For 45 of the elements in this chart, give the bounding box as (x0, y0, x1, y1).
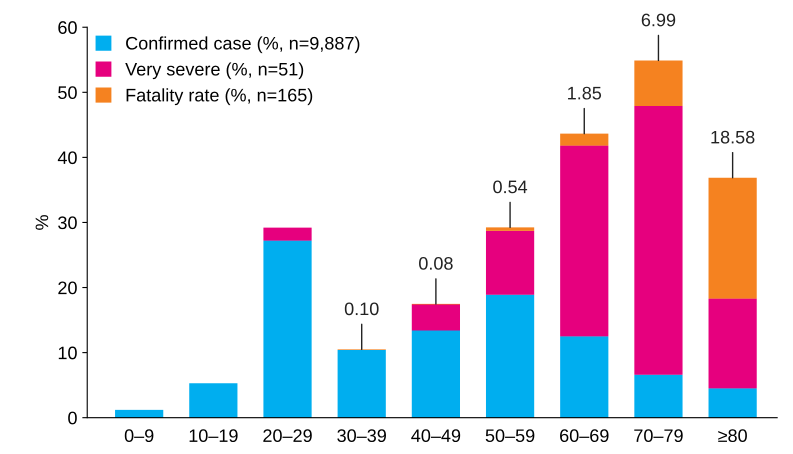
bar (486, 227, 534, 231)
legend-label: Very severe (%, n=51) (125, 62, 304, 80)
bar (634, 106, 683, 375)
x-tick-label: ≥80 (718, 429, 747, 442)
bar (486, 230, 534, 295)
bar (634, 60, 683, 106)
x-tick-label: 0–9 (124, 429, 154, 442)
bar (338, 350, 386, 418)
bar (263, 240, 312, 418)
data-label: 0.54 (493, 180, 528, 194)
bar (708, 388, 757, 418)
bar (560, 336, 608, 418)
bar (708, 178, 757, 299)
bar (708, 298, 757, 388)
legend-label: Confirmed case (%, n=9,887) (126, 36, 360, 54)
bar (412, 330, 460, 418)
bar (263, 228, 312, 241)
bar (115, 410, 164, 418)
legend-label: Fatality rate (%, n=165) (126, 88, 312, 106)
data-label: 6.99 (642, 14, 676, 26)
bar (412, 304, 460, 330)
x-tick-label: 50–59 (486, 429, 534, 442)
y-axis-title: % (36, 215, 48, 230)
data-label: 1.85 (568, 86, 602, 100)
bar (189, 383, 238, 418)
x-tick-label: 30–39 (337, 429, 386, 442)
y-tick-label: 60 (58, 21, 77, 34)
x-tick-label: 10–19 (190, 429, 238, 442)
y-tick-label: 20 (58, 281, 77, 294)
y-tick-label: 50 (58, 86, 77, 100)
x-tick-label: 60–69 (560, 429, 609, 442)
y-tick-label: 10 (58, 346, 77, 360)
data-label: 18.58 (711, 130, 754, 144)
data-label: 0.08 (419, 257, 453, 270)
data-label: 0.10 (344, 302, 379, 316)
bar (560, 146, 608, 336)
bar (634, 374, 683, 418)
x-tick-label: 40–49 (411, 429, 460, 442)
x-tick-label: 70–79 (634, 429, 683, 442)
bar (560, 134, 608, 146)
y-tick-label: 0 (68, 412, 77, 424)
bar (486, 294, 534, 418)
y-tick-label: 40 (58, 151, 77, 164)
y-tick-label: 30 (58, 216, 77, 230)
x-tick-label: 20–29 (263, 429, 312, 442)
